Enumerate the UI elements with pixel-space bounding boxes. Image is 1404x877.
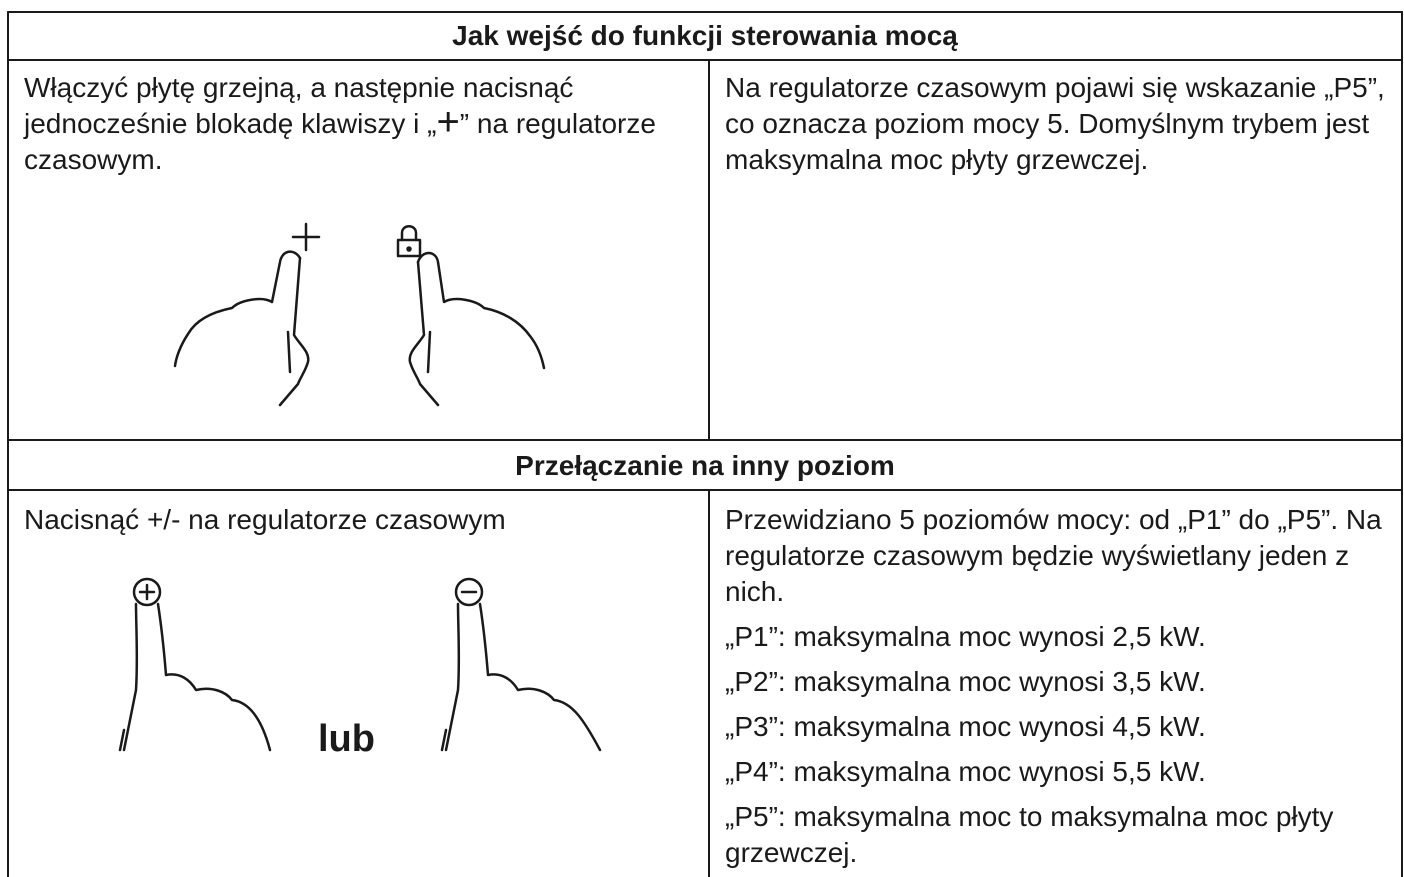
paragraph: „P1”: maksymalna moc wynosi 2,5 kW. [725, 621, 1206, 652]
paragraph: Przewidziano 5 poziomów mocy: od „P1” do… [725, 504, 1382, 607]
section-heading: Jak wejść do funkcji sterowania mocą [452, 20, 958, 51]
hand-minus-button [440, 577, 602, 752]
paragraph: Na regulatorze czasowym pojawi się wskaz… [725, 72, 1385, 175]
paragraph: „P4”: maksymalna moc wynosi 5,5 kW. [725, 756, 1206, 787]
cell: Włączyć płytę grzejną, a następnie nacis… [8, 70, 709, 187]
paragraph: „P5”: maksymalna moc to maksymalna moc p… [725, 801, 1334, 868]
symbol: + [436, 100, 460, 144]
label: lub [318, 718, 375, 760]
cell: Na regulatorze czasowym pojawi się wskaz… [709, 70, 1402, 187]
instruction: Włączyć płytę grzejną, a następnie nacis… [24, 70, 697, 178]
paragraph: „P2”: maksymalna moc wynosi 3,5 kW. [725, 666, 1206, 697]
hand-plus-button [118, 577, 272, 752]
hand-lock-icon [396, 225, 546, 407]
section-heading: Przełączanie na inny poziom [515, 450, 895, 481]
cell: Nacisnąć +/- na regulatorze czasowym [8, 502, 709, 547]
text: ” na regulatorze czasowym. [24, 108, 656, 175]
hand-plus-icon [173, 222, 321, 407]
table-borders [7, 11, 1403, 877]
text: Włączyć płytę grzejną, a następnie nacis… [24, 72, 574, 139]
instruction: Nacisnąć +/- na regulatorze czasowym [24, 504, 506, 535]
cell: Przewidziano 5 poziomów mocy: od „P1” do… [709, 502, 1402, 877]
paragraph: „P3”: maksymalna moc wynosi 4,5 kW. [725, 711, 1206, 742]
